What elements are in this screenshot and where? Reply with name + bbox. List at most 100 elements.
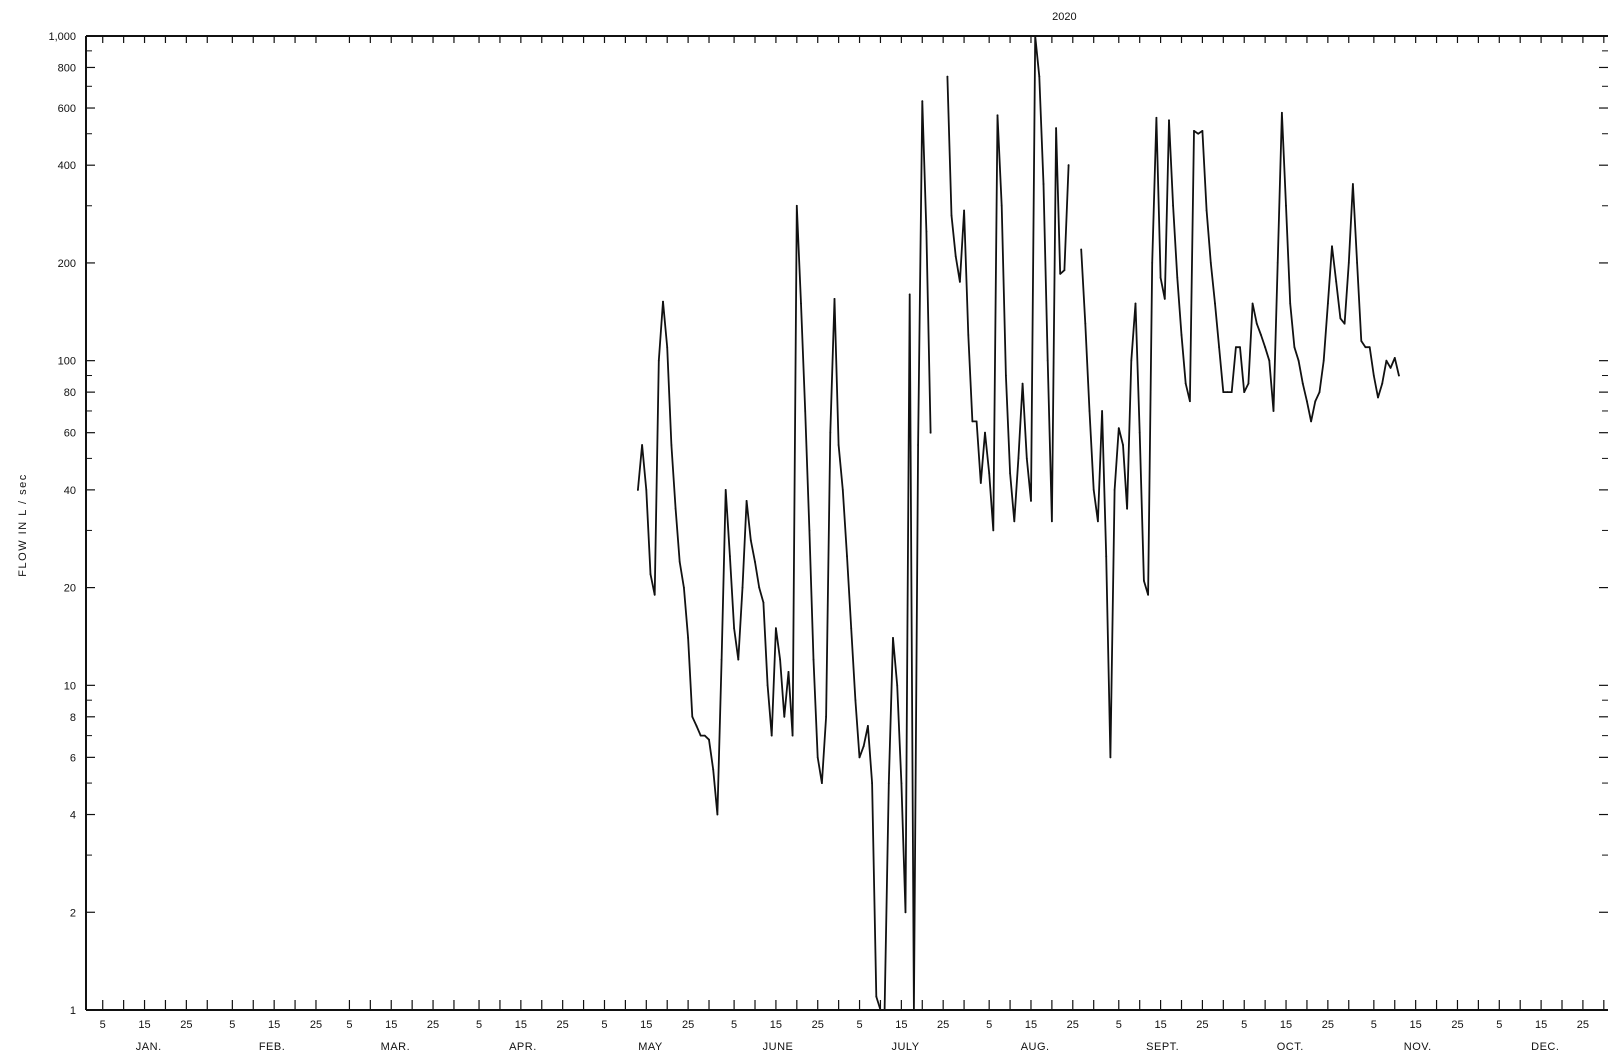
flow-data-point	[1268, 359, 1271, 362]
flow-data-point	[1226, 391, 1229, 393]
flow-data-point	[766, 684, 769, 687]
x-tick-label: 25	[180, 1019, 192, 1031]
flow-data-point	[703, 734, 706, 737]
flow-data-point	[1189, 400, 1191, 403]
flow-data-point	[1230, 391, 1233, 393]
flow-data-point	[787, 671, 790, 673]
flow-data-point	[1155, 116, 1158, 119]
x-tick-label: 25	[1451, 1019, 1463, 1031]
flow-data-point	[687, 637, 689, 639]
flow-data-point	[1084, 322, 1087, 325]
x-tick-label: 15	[1154, 1019, 1166, 1031]
flow-data-point	[1038, 75, 1041, 78]
x-tick-label: 5	[731, 1019, 737, 1031]
flow-data-point	[1352, 183, 1354, 185]
flow-data-point	[1005, 374, 1007, 377]
flow-data-point	[996, 114, 999, 117]
flow-data-point	[854, 699, 857, 702]
flow-data-point	[1030, 500, 1032, 502]
flow-data-point	[1126, 507, 1128, 510]
flow-data-point	[1117, 427, 1120, 429]
flow-data-point	[758, 586, 761, 589]
y-tick-label: 800	[58, 62, 76, 74]
flow-data-point	[1335, 280, 1338, 283]
x-month-label: SEPT.	[1146, 1041, 1179, 1053]
x-month-label: NOV.	[1404, 1041, 1432, 1053]
flow-data-point	[1042, 183, 1045, 185]
flow-data-point	[1322, 359, 1325, 362]
y-tick-label: 6	[70, 752, 76, 764]
flow-data-point	[963, 209, 965, 212]
flow-data-point	[925, 230, 928, 233]
x-tick-label: 15	[895, 1019, 907, 1031]
x-tick-label: 25	[1067, 1019, 1079, 1031]
flow-data-point	[1301, 382, 1304, 385]
flow-data-point	[929, 431, 932, 434]
x-tick-label: 15	[1535, 1019, 1547, 1031]
y-tick-label: 200	[58, 258, 76, 270]
flow-data-point	[1289, 302, 1292, 305]
flow-data-point	[1343, 322, 1346, 325]
x-tick-label: 5	[1496, 1019, 1502, 1031]
flow-data-point	[829, 431, 832, 434]
flow-data-point	[1276, 262, 1279, 264]
flow-data-point	[1193, 130, 1195, 132]
flow-data-point	[992, 529, 995, 532]
flow-data-point	[1385, 359, 1388, 362]
x-tick-label: 25	[1196, 1019, 1208, 1031]
flow-data-point	[1013, 520, 1016, 523]
flow-data-point	[950, 214, 953, 217]
flow-data-point	[1025, 457, 1028, 460]
flow-data-point	[1247, 382, 1250, 385]
flow-data-point	[837, 444, 840, 446]
x-tick-label: 15	[268, 1019, 280, 1031]
x-tick-label: 25	[682, 1019, 694, 1031]
flow-data-point	[708, 738, 710, 741]
flow-data-point	[1347, 262, 1350, 264]
x-tick-label: 5	[986, 1019, 992, 1031]
flow-data-point	[779, 658, 781, 661]
flow-data-point	[745, 500, 748, 502]
flow-data-point	[1067, 164, 1070, 167]
flow-data-point	[741, 586, 744, 589]
flow-data-point	[637, 489, 639, 491]
flow-data-point	[1364, 346, 1367, 349]
flow-data-point	[1389, 367, 1392, 369]
flow-data-point	[1368, 346, 1371, 349]
flow-data-point	[1281, 111, 1283, 114]
flow-data-point	[670, 444, 673, 446]
x-tick-label: 5	[100, 1019, 106, 1031]
flow-data-point	[699, 734, 702, 737]
flow-data-point	[749, 539, 752, 542]
flow-data-point	[971, 420, 974, 423]
flow-data-point	[720, 658, 723, 661]
flow-data-point	[1168, 119, 1170, 122]
flow-data-point	[683, 586, 685, 589]
x-tick-label: 15	[640, 1019, 652, 1031]
x-month-label: JULY	[891, 1041, 919, 1053]
flow-data-point	[1130, 359, 1133, 362]
flow-data-point	[1159, 276, 1162, 279]
flow-data-point	[879, 1009, 882, 1011]
flow-data-point	[1051, 520, 1053, 523]
x-tick-label: 25	[812, 1019, 824, 1031]
flow-data-point	[783, 715, 786, 718]
x-tick-label: 15	[770, 1019, 782, 1031]
flow-data-point	[892, 637, 894, 639]
x-tick-label: 5	[1241, 1019, 1247, 1031]
flow-data-point	[1197, 132, 1200, 135]
flow-data-point	[1101, 410, 1103, 412]
flow-data-point	[887, 782, 890, 784]
flow-data-point	[724, 489, 727, 491]
x-month-label: OCT.	[1277, 1041, 1304, 1053]
y-tick-label: 10	[64, 680, 76, 692]
x-tick-label: 5	[1371, 1019, 1377, 1031]
flow-data-point	[1180, 334, 1183, 336]
flow-data-point	[1377, 396, 1379, 399]
flow-data-point	[1318, 391, 1321, 393]
flow-data-point	[1209, 262, 1212, 264]
flow-data-point	[770, 734, 773, 737]
flow-series-line	[637, 100, 932, 1011]
flow-data-point	[867, 725, 869, 727]
